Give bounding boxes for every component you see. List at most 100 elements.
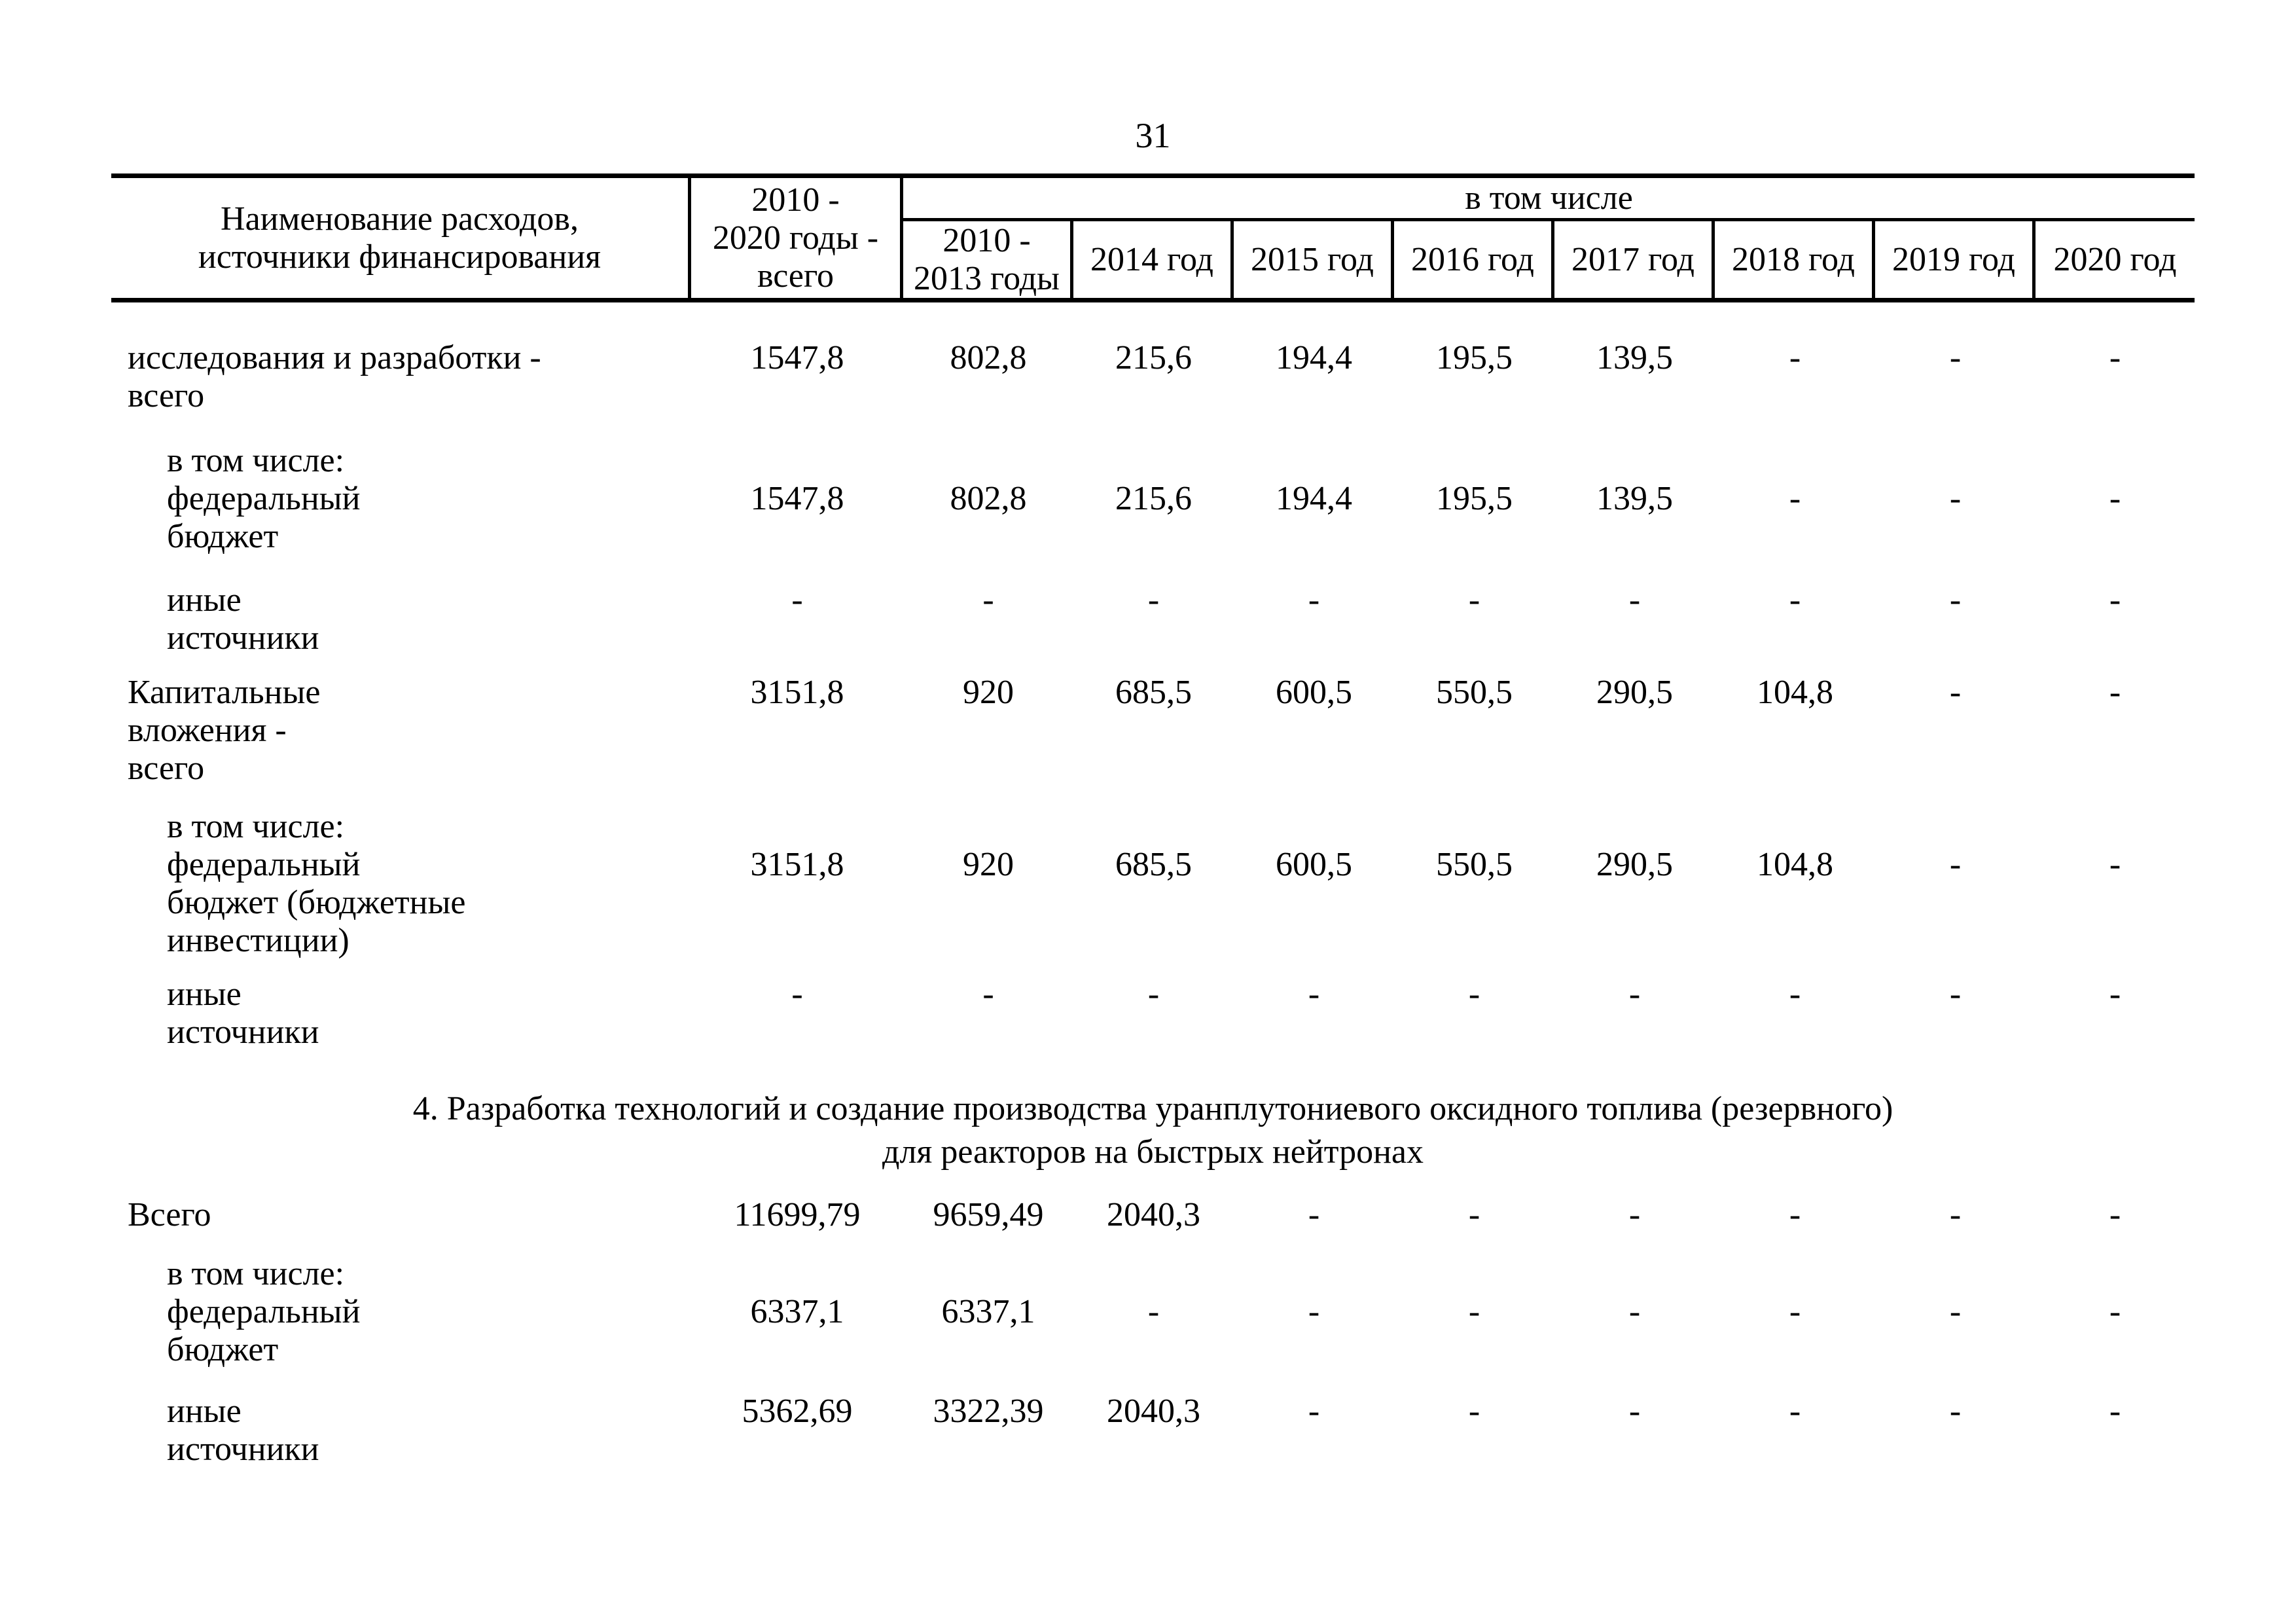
cell-value-text: - (2109, 976, 2121, 1013)
cell-value-text: - (1147, 976, 1160, 1013)
table-row: Всего 11699,79 9659,49 2040,3 - - - - - - (111, 1196, 2195, 1234)
cell-value: - (1394, 976, 1554, 1051)
cell-value-text: - (1949, 339, 1962, 376)
cell-value-text: 6337,1 (941, 1293, 1035, 1330)
cell-value: - (903, 581, 1073, 657)
cell-value: 195,5 (1394, 442, 1554, 556)
cell-value-text: - (1949, 846, 1962, 883)
row-name-line: исследования и разработки - (128, 339, 541, 376)
table-body: исследования и разработки - всего 1547,8 80… (111, 339, 2195, 1468)
cell-value: - (1234, 1196, 1394, 1234)
cell-value-text: - (2109, 674, 2121, 711)
cell-value: - (2036, 1255, 2195, 1369)
table-row: в том числе: федеральный бюджет 1547,8 802,8… (111, 442, 2195, 556)
row-name-line: источники (167, 1013, 319, 1051)
cell-value: - (1554, 1393, 1715, 1468)
cell-value-text: - (1628, 976, 1641, 1013)
row-name-line: иные (167, 976, 242, 1013)
cell-value-text: 215,6 (1115, 339, 1192, 376)
cell-value-text: - (1949, 480, 1962, 517)
cell-value-text: - (1628, 1393, 1641, 1430)
row-name-line: бюджет (бюджетные (167, 884, 466, 921)
year-header-line: 2020 год (2053, 240, 2177, 278)
cell-value: - (2036, 1393, 2195, 1468)
row-name: в том числе: федеральный бюджет (111, 442, 691, 556)
cell-value: 194,4 (1234, 339, 1394, 415)
cell-value: - (1234, 1255, 1394, 1369)
cell-value: 6337,1 (903, 1255, 1073, 1369)
cell-value: - (2036, 976, 2195, 1051)
cell-value: 104,8 (1715, 808, 1875, 960)
cell-value: - (1073, 976, 1234, 1051)
year-header-line: 2015 год (1251, 240, 1374, 278)
cell-value-text: - (1308, 1393, 1320, 1430)
year-header-cell: 2016 год (1394, 221, 1554, 298)
section-heading-line: для реакторов на быстрых нейтронах (882, 1133, 1424, 1171)
row-name: иные источники (111, 976, 691, 1051)
cell-value: 802,8 (903, 442, 1073, 556)
cell-value-text: 802,8 (950, 480, 1027, 517)
header-total-line: 2020 годы - (712, 219, 879, 257)
cell-value: - (1875, 442, 2036, 556)
cell-value: - (1875, 1393, 2036, 1468)
cell-value-text: 215,6 (1115, 480, 1192, 517)
cell-value-text: 6337,1 (750, 1293, 844, 1330)
cell-value: - (1715, 1196, 1875, 1234)
cell-value-text: - (1789, 1393, 1801, 1430)
cell-value: - (1715, 581, 1875, 657)
header-total-line: 2010 - (751, 181, 840, 219)
row-name: Капитальные вложения - всего (111, 674, 691, 788)
cell-value: 215,6 (1073, 442, 1234, 556)
cell-value: 1547,8 (691, 339, 903, 415)
cell-value-text: - (1628, 581, 1641, 619)
row-name-line: бюджет (167, 1331, 279, 1368)
cell-value: 104,8 (1715, 674, 1875, 788)
cell-value: - (1715, 442, 1875, 556)
row-name-line: в том числе: (167, 1255, 345, 1292)
cell-value-text: 3322,39 (933, 1393, 1044, 1430)
cell-value-text: 9659,49 (933, 1196, 1044, 1233)
row-name-line: в том числе: (167, 442, 345, 479)
row-name-line: иные (167, 1393, 242, 1430)
cell-value: 11699,79 (691, 1196, 903, 1234)
cell-value-text: 2040,3 (1107, 1393, 1200, 1430)
cell-value: - (1875, 976, 2036, 1051)
cell-value-text: - (2109, 339, 2121, 376)
cell-value: - (2036, 808, 2195, 960)
cell-value-text: - (982, 976, 994, 1013)
cell-value-text: 600,5 (1276, 846, 1352, 883)
cell-value: 5362,69 (691, 1393, 903, 1468)
year-header-line: 2013 годы (914, 259, 1060, 297)
cell-value-text: 139,5 (1596, 480, 1673, 517)
cell-value: - (1554, 1196, 1715, 1234)
cell-value-text: 290,5 (1596, 674, 1673, 711)
cell-value: 290,5 (1554, 674, 1715, 788)
cell-value: 6337,1 (691, 1255, 903, 1369)
cell-value: - (1234, 1393, 1394, 1468)
cell-value-text: 1547,8 (750, 480, 844, 517)
cell-value: - (1875, 1196, 2036, 1234)
cell-value-text: - (982, 581, 994, 619)
table-row: исследования и разработки - всего 1547,8 80… (111, 339, 2195, 415)
cell-value-text: 194,4 (1276, 339, 1352, 376)
cell-value-text: 685,5 (1115, 846, 1192, 883)
cell-value: 685,5 (1073, 808, 1234, 960)
cell-value: - (2036, 1196, 2195, 1234)
cell-value-text: - (1628, 1196, 1641, 1233)
cell-value-text: - (1949, 1393, 1962, 1430)
cell-value: - (691, 581, 903, 657)
year-header-cell: 2015 год (1234, 221, 1394, 298)
row-name: иные источники (111, 581, 691, 657)
cell-value: - (2036, 339, 2195, 415)
cell-value-text: 920 (963, 674, 1014, 711)
cell-value: - (1715, 1393, 1875, 1468)
cell-value-text: 290,5 (1596, 846, 1673, 883)
cell-value: - (1394, 1255, 1554, 1369)
section-heading-line: 4. Разработка технологий и создание прои… (412, 1090, 1893, 1127)
table-row: в том числе: федеральный бюджет (бюджетные… (111, 808, 2195, 960)
cell-value: - (2036, 442, 2195, 556)
cell-value: 3151,8 (691, 808, 903, 960)
cell-value-text: - (1628, 1293, 1641, 1330)
cell-value-text: - (1949, 1196, 1962, 1233)
cell-value: 139,5 (1554, 442, 1715, 556)
